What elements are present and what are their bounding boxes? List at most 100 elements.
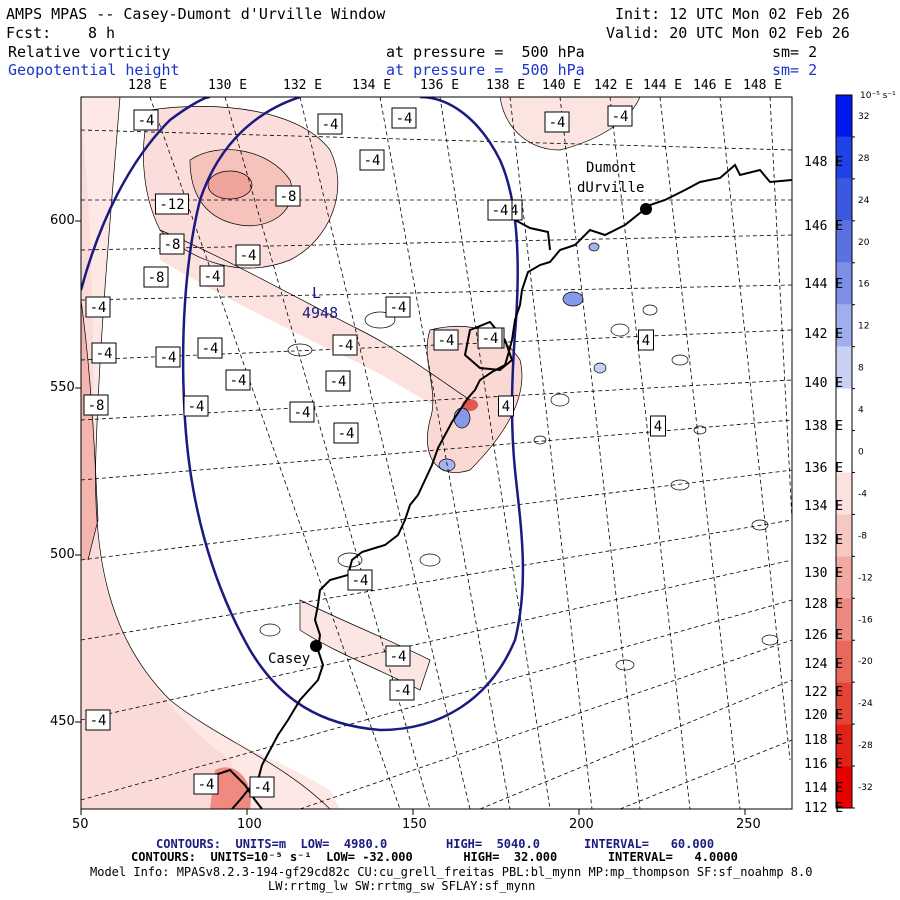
shade-west-strip: [81, 300, 98, 560]
contour-label: -4: [188, 399, 205, 415]
colorbar-label: 8: [858, 364, 864, 374]
lon-label-right: 134 E: [804, 499, 844, 514]
field1-level: at pressure = 500 hPa: [386, 43, 585, 61]
colorbar-swatch: [836, 388, 852, 431]
field2-name: Geopotential height: [8, 61, 180, 79]
contour-label: -4: [204, 269, 221, 285]
lon-label-top: 136 E: [420, 78, 460, 93]
colorbar-label: 0: [858, 448, 864, 458]
lon-label-top: 132 E: [283, 78, 323, 93]
colorbar-swatch: [836, 95, 852, 137]
lon-label-top: 138 E: [486, 78, 526, 93]
contour-label-box: [85, 296, 111, 318]
y-tick-label: 500: [50, 547, 75, 562]
contour-label-box: [275, 185, 301, 207]
contour-label-box: [385, 645, 411, 667]
contour-label-box: [333, 422, 359, 444]
contour-label: -4: [390, 649, 407, 665]
lon-label-top: 142 E: [594, 78, 634, 93]
lon-label-top: 140 E: [542, 78, 582, 93]
y-tick-label: 550: [50, 380, 75, 395]
contour-label-box: [143, 266, 169, 288]
contour-labels: -4 -4 -4 -4 -4 -12 -8 -8 -4 -8 -4 -4 -4 -4 -4 -4 -4 -4 -4 -…: [83, 105, 666, 798]
footer-height-contours: CONTOURS: UNITS=m LOW= 4980.0: [156, 837, 388, 851]
contour-label: -4: [492, 203, 509, 219]
contour-label-box: [544, 111, 570, 133]
colorbar-swatch: [836, 346, 852, 389]
contour-label-box: [607, 105, 633, 127]
lon-label-right: 146 E: [804, 219, 844, 234]
y-tick-label: 450: [50, 714, 75, 729]
contour-label-box: [325, 370, 351, 392]
lon-label-right: 136 E: [804, 461, 844, 476]
colorbar-swatch: [836, 472, 852, 515]
lon-label-top: 134 E: [352, 78, 392, 93]
forecast-label: Fcst:: [6, 24, 52, 42]
contour-label: -8: [164, 237, 181, 253]
footer-height-interval: INTERVAL= 60.000: [584, 837, 715, 851]
colorbar-label: -12: [858, 573, 873, 583]
contour-label-box: [235, 244, 261, 266]
field2-level: at pressure = 500 hPa: [386, 61, 585, 79]
contour-label: 4: [502, 399, 510, 415]
contour-label-box: [487, 199, 513, 221]
lon-label-right: 124 E: [804, 657, 844, 672]
height-contours: [81, 97, 525, 732]
lon-label-right: 122 E: [804, 685, 844, 700]
contour-label-box: [289, 401, 315, 423]
footer-vorticity-contours: CONTOURS: UNITS=10⁻⁵ s⁻¹ LOW= -32.000 HI…: [131, 850, 738, 864]
plot-title: AMPS MPAS -- Casey-Dumont d'Urville Wind…: [6, 5, 386, 23]
contour-label: -8: [88, 398, 105, 414]
init-time: Init: 12 UTC Mon 02 Feb 26: [615, 5, 850, 23]
colorbar-swatch: [836, 262, 852, 305]
colorbar-swatch: [836, 682, 852, 725]
lon-label-top: 146 E: [693, 78, 733, 93]
colorbar-swatch: [836, 640, 852, 683]
footer-model-info: Model Info: MPASv8.2.3-194-gf29cd82c CU:…: [90, 865, 813, 879]
contour-label-box: [650, 415, 666, 437]
contour-label: -4: [96, 346, 113, 362]
colorbar-label: -24: [858, 699, 873, 709]
colorbar-swatch: [836, 514, 852, 557]
shade-mid-streaks: [160, 230, 470, 420]
contour-label: -4: [482, 331, 499, 347]
contour-label: -4: [364, 153, 381, 169]
height-contour-4980: [181, 97, 525, 732]
contour-label: -4: [198, 777, 215, 793]
contour-label-box: [249, 776, 275, 798]
contour-label-box: [638, 329, 654, 351]
colorbar-swatch: [836, 178, 852, 221]
lon-label-right: 116 E: [804, 757, 844, 772]
station-casey-marker: [310, 640, 322, 652]
contour-label-box: [155, 193, 189, 215]
lon-label-right: 128 E: [804, 597, 844, 612]
lon-label-top: 148 E: [743, 78, 783, 93]
contour-label: -4: [390, 300, 407, 316]
colorbar-swatch: [836, 430, 852, 473]
contour-label-box: [317, 113, 343, 135]
contour-label: -4: [396, 111, 413, 127]
forecast-value: 8 h: [88, 24, 116, 42]
contour-label-box: [225, 369, 251, 391]
field2-smoothing: sm= 2: [772, 61, 818, 79]
contour-label-box: [193, 773, 219, 795]
contour-label-box: [197, 337, 223, 359]
lon-label-top: 128 E: [128, 78, 168, 93]
contour-label: -4: [240, 248, 257, 264]
contour-label: -4: [330, 374, 347, 390]
colorbar-label: 4: [858, 406, 864, 416]
contour-label-box: [332, 334, 358, 356]
x-tick-label: 50: [72, 817, 89, 832]
contour-label-box: [199, 265, 225, 287]
contour-label: -4: [90, 300, 107, 316]
contour-label: -4: [337, 338, 354, 354]
shade-west-band-inner: [81, 120, 250, 809]
contour-label: -4: [230, 373, 247, 389]
lon-label-right: 118 E: [804, 733, 844, 748]
contour-label: -12: [159, 197, 184, 213]
contour-label: -4: [394, 683, 411, 699]
lon-label-right: 120 E: [804, 708, 844, 723]
contour-label-box: [133, 109, 159, 131]
coastline: [214, 163, 792, 809]
